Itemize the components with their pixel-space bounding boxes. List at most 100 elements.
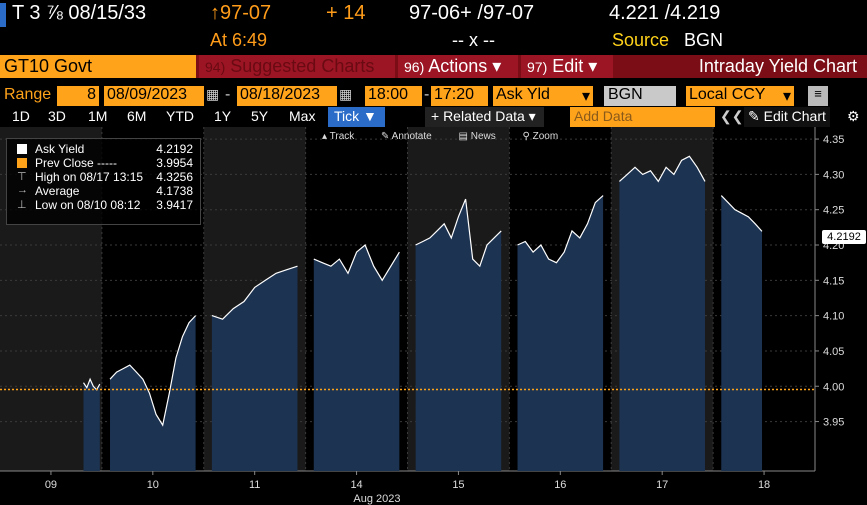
zoom-label: Zoom	[532, 131, 559, 142]
edit-label: Edit ▾	[552, 56, 598, 76]
annotation-toolbar: ▴ Track ✎ Annotate ▤ News ⚲ Zoom	[322, 131, 582, 142]
yield-line-14	[313, 244, 400, 282]
x-tick-label: 17	[656, 479, 668, 491]
actions-label: Actions ▾	[428, 56, 502, 76]
x-tick-label: 09	[45, 479, 57, 491]
news-tool[interactable]: ▤ News	[458, 131, 496, 142]
legend-label: Ask Yield	[35, 142, 85, 156]
suggested-num: 94)	[205, 59, 226, 75]
source-label: Source	[612, 30, 670, 50]
x-tick-label: 16	[554, 479, 566, 491]
tick-dropdown[interactable]: Tick ▼	[328, 107, 385, 127]
period-ytd[interactable]: YTD	[166, 108, 194, 124]
actions-menu[interactable]: 96) Actions ▾	[398, 55, 518, 78]
legend-value: 3.9954	[156, 156, 193, 170]
period-1y[interactable]: 1Y	[214, 108, 232, 124]
suggested-charts-button[interactable]: 94) Suggested Charts	[199, 55, 395, 78]
end-time-input[interactable]: 17:20	[431, 86, 488, 106]
legend-average: → Average 4.1738	[11, 184, 196, 198]
currency-select-value: Local CCY	[689, 86, 766, 103]
range-label: Range	[4, 86, 52, 103]
price-change: + 14	[326, 2, 366, 24]
related-data-dropdown[interactable]: + Related Data ▾	[425, 107, 544, 127]
y-tick-label: 4.15	[823, 275, 844, 287]
average-marker-icon: →	[17, 184, 28, 196]
yield-area-18	[721, 195, 763, 471]
zoom-tool[interactable]: ⚲ Zoom	[522, 131, 559, 142]
options-menu-icon[interactable]: ≡	[808, 86, 828, 106]
start-date-input[interactable]: 08/09/2023	[104, 86, 204, 106]
legend-swatch-orange	[17, 158, 27, 168]
legend-value: 4.2192	[156, 142, 193, 156]
legend-value: 4.3256	[156, 170, 193, 184]
legend-label: Prev Close -----	[35, 156, 118, 170]
track-label: Track	[329, 131, 355, 142]
yield-area-09	[83, 379, 100, 471]
start-time-input[interactable]: 18:00	[365, 86, 422, 106]
period-1d[interactable]: 1D	[12, 108, 30, 124]
track-tool[interactable]: ▴ Track	[322, 131, 355, 142]
x-tick-label: 10	[147, 479, 159, 491]
legend-value: 4.1738	[156, 184, 193, 198]
news-label: News	[470, 131, 496, 142]
security-field[interactable]: GT10 Govt	[0, 55, 196, 78]
yield-area-15	[415, 199, 502, 471]
y-tick-label: 3.95	[823, 417, 844, 429]
quote-time: At 6:49	[210, 30, 268, 50]
time-row: At 6:49 -- x -- Source BGN	[0, 30, 867, 54]
chevron-down-icon: ▾	[782, 88, 791, 105]
edit-num: 97)	[527, 59, 548, 75]
bid-ask-yield: 4.221 /4.219	[609, 2, 721, 24]
field-select-value: Ask Yld	[496, 86, 550, 103]
end-calendar-icon[interactable]: ▦	[339, 86, 353, 102]
legend-ask-yield: Ask Yield 4.2192	[11, 142, 196, 156]
pricing-source-input[interactable]: BGN	[604, 86, 676, 106]
gear-icon[interactable]: ⚙	[847, 108, 860, 124]
legend-label: High on 08/17 13:15	[35, 170, 144, 184]
add-data-input[interactable]: Add Data	[570, 107, 715, 127]
last-price: ↑97-07	[210, 2, 272, 24]
function-title: Intraday Yield Chart	[698, 56, 857, 76]
period-5y[interactable]: 5Y	[251, 108, 269, 124]
edit-chart-button[interactable]: ✎ Edit Chart	[744, 107, 830, 127]
currency-select[interactable]: Local CCY ▾	[686, 86, 794, 106]
date-separator: -	[225, 86, 231, 103]
range-controls: Range 8 08/09/2023 ▦ - 08/18/2023 ▦ 18:0…	[0, 86, 867, 108]
start-calendar-icon[interactable]: ▦	[206, 86, 220, 102]
bid-ask-price: 97-06+ /97-07	[409, 2, 535, 24]
chart-legend[interactable]: Ask Yield 4.2192 Prev Close ----- 3.9954…	[6, 138, 201, 225]
y-tick-label: 4.10	[823, 311, 844, 323]
yield-line-18	[720, 195, 763, 232]
period-max[interactable]: Max	[289, 108, 316, 124]
time-separator: -	[424, 86, 430, 103]
yield-line-17	[618, 155, 706, 183]
edit-menu[interactable]: 97) Edit ▾	[521, 55, 613, 78]
yield-area-16	[517, 195, 604, 471]
yield-line-15	[415, 198, 502, 268]
collapse-icon[interactable]: ❮❮	[720, 108, 744, 124]
yield-line-10	[109, 315, 197, 427]
x-tick-label: 18	[758, 479, 770, 491]
legend-value: 3.9417	[156, 198, 193, 212]
y-tick-label: 4.25	[823, 205, 844, 217]
period-1m[interactable]: 1M	[88, 108, 108, 124]
field-select[interactable]: Ask Yld ▾	[493, 86, 593, 106]
x-tick-label: 11	[249, 479, 260, 491]
yield-area-11	[211, 266, 298, 471]
function-bar: GT10 Govt 94) Suggested Charts 96) Actio…	[0, 55, 867, 78]
x-axis-label: Aug 2023	[353, 493, 400, 505]
security-marker	[0, 3, 6, 27]
yield-line-16	[517, 195, 604, 264]
security-ticker[interactable]: T 3 ⅞ 08/15/33	[12, 2, 147, 24]
period-3d[interactable]: 3D	[48, 108, 66, 124]
period-6m[interactable]: 6M	[127, 108, 147, 124]
range-period-input[interactable]: 8	[57, 86, 99, 106]
low-marker-icon: ⊥	[17, 199, 27, 211]
end-date-input[interactable]: 08/18/2023	[237, 86, 337, 106]
last-value-tag: 4.2192	[822, 230, 866, 244]
y-tick-label: 4.00	[823, 381, 844, 393]
y-tick-label: 4.35	[823, 134, 844, 146]
legend-label: Low on 08/10 08:12	[35, 198, 141, 212]
annotate-tool[interactable]: ✎ Annotate	[381, 131, 432, 142]
